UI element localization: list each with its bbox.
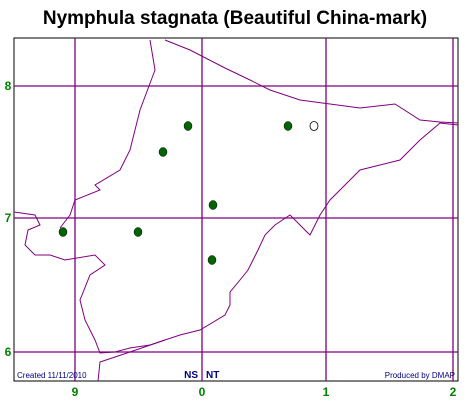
boundary: [97, 339, 166, 382]
grid-label: 1: [323, 385, 330, 399]
grid-label: 0: [199, 385, 206, 399]
map-frame: [13, 37, 459, 382]
grid-label: 8: [5, 79, 12, 93]
coast: [13, 39, 459, 354]
record-dot-open: [309, 121, 319, 131]
boundary: [59, 39, 156, 229]
record-dot: [207, 255, 217, 265]
produced-note: Produced by DMAP: [385, 371, 455, 380]
square-label: NS: [184, 370, 198, 381]
record-dot: [283, 121, 293, 131]
grid-label: 7: [5, 211, 12, 225]
map-title: Nymphula stagnata (Beautiful China-mark): [43, 8, 427, 29]
record-dot: [133, 227, 143, 237]
grid-label: 6: [5, 345, 12, 359]
record-dot: [158, 147, 168, 157]
grid-label: 9: [72, 385, 79, 399]
grid-label: 2: [450, 385, 457, 399]
record-dot: [183, 121, 193, 131]
created-note: Created 11/11/2010: [17, 371, 87, 380]
records: [58, 121, 319, 265]
square-label: NT: [206, 370, 219, 381]
grid: [14, 38, 458, 381]
record-dot: [58, 227, 68, 237]
record-dot: [208, 200, 218, 210]
coastline: [13, 39, 459, 382]
